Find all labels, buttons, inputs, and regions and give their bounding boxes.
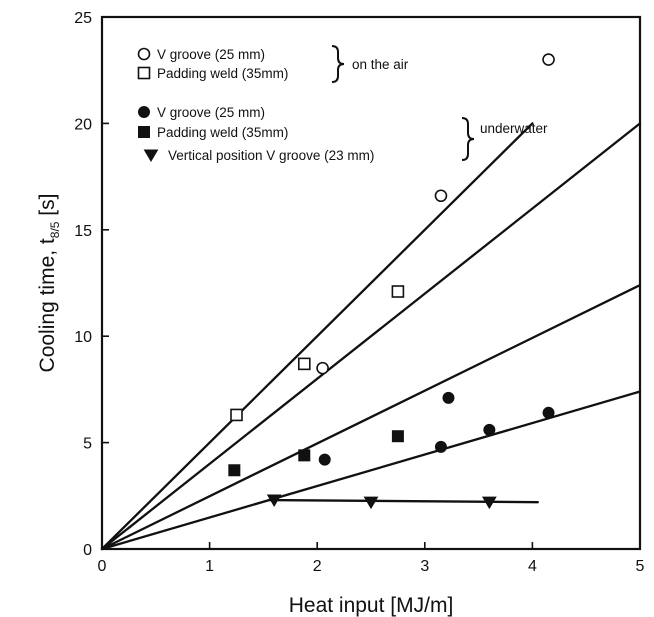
data-point-series-5 [363, 496, 379, 510]
brace-underwater [461, 117, 475, 161]
y-tick-label: 5 [83, 436, 92, 453]
legend-marker-2 [137, 66, 151, 80]
data-point-series-5 [266, 494, 282, 508]
trend-line-1 [100, 122, 534, 551]
x-tick-label: 1 [205, 558, 214, 575]
data-point-series-3 [542, 406, 555, 419]
x-tick-label: 5 [636, 558, 645, 575]
legend-label-2: Padding weld (35mm) [157, 66, 288, 81]
data-point-series-4 [228, 464, 241, 477]
trend-line-3 [100, 283, 642, 551]
x-tick-label: 3 [420, 558, 429, 575]
legend-label-5: Vertical position V groove (23 mm) [168, 148, 374, 163]
x-tick-label: 0 [98, 558, 107, 575]
legend-marker-1 [137, 47, 151, 61]
data-point-series-2 [297, 357, 311, 371]
data-point-series-4 [391, 430, 404, 443]
data-point-series-4 [298, 449, 311, 462]
legend-label-4: Padding weld (35mm) [157, 125, 288, 140]
y-axis-title: Cooling time, t8/5 [s] [36, 194, 62, 373]
data-point-series-3 [442, 391, 455, 404]
y-tick-label: 10 [74, 329, 92, 346]
legend-marker-4 [138, 126, 150, 138]
brace-on-air [331, 45, 345, 83]
data-point-series-2 [230, 408, 243, 422]
legend-marker-3 [138, 106, 150, 118]
legend-label-3: V groove (25 mm) [157, 105, 265, 120]
y-tick-label: 25 [74, 10, 92, 27]
legend-marker-5 [143, 149, 159, 162]
y-tick-label: 0 [83, 542, 92, 559]
y-tick-label: 15 [74, 223, 92, 240]
y-tick-label: 20 [74, 116, 92, 133]
data-point-series-3 [318, 453, 331, 466]
data-point-series-3 [483, 423, 496, 436]
data-point-series-1 [434, 189, 448, 203]
group-label-underwater: underwater [480, 121, 548, 136]
x-axis-title: Heat input [MJ/m] [289, 594, 454, 617]
data-point-series-3 [434, 440, 447, 453]
data-point-series-1 [542, 53, 555, 66]
trend-line-2 [100, 122, 642, 551]
group-label-on-air: on the air [352, 57, 409, 72]
data-point-series-5 [481, 496, 497, 510]
plot-frame [100, 15, 642, 551]
legend-label-1: V groove (25 mm) [157, 47, 265, 62]
trend-line-5 [267, 498, 539, 504]
x-tick-label: 4 [528, 558, 537, 575]
x-tick-label: 2 [313, 558, 322, 575]
data-point-series-1 [316, 361, 329, 375]
data-point-series-2 [391, 285, 405, 298]
